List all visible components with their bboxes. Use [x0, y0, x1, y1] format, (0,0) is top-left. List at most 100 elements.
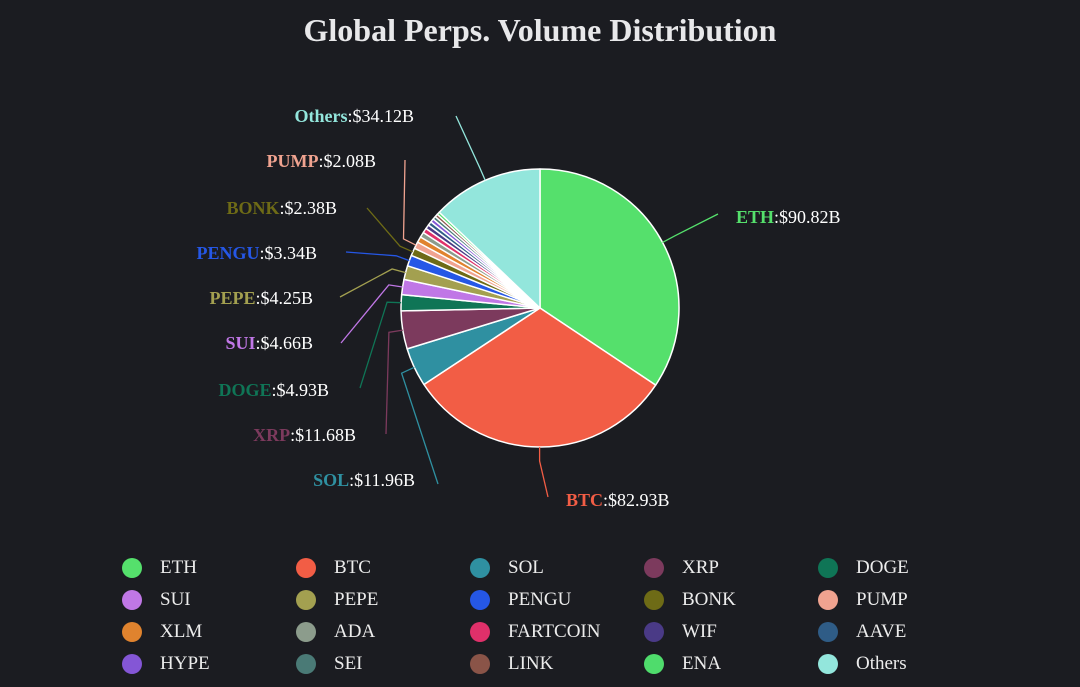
callout-line-pepe: [339, 268, 406, 298]
legend-label: SEI: [334, 653, 363, 674]
legend-item-fartcoin[interactable]: FARTCOIN: [470, 621, 644, 643]
legend-item-bonk[interactable]: BONK: [644, 589, 818, 611]
legend-swatch: [470, 590, 490, 610]
callout-label-pengu: PENGU:$3.34B: [196, 243, 317, 263]
legend-item-link[interactable]: LINK: [470, 653, 644, 675]
legend-label: ADA: [334, 621, 376, 642]
legend-label: AAVE: [856, 621, 907, 642]
callout-value: :$4.93B: [271, 380, 329, 400]
legend-item-xrp[interactable]: XRP: [644, 557, 818, 579]
legend-item-btc[interactable]: BTC: [296, 557, 470, 579]
callout-value: :$4.25B: [255, 288, 313, 308]
legend-label: SUI: [160, 589, 191, 610]
legend-swatch: [470, 558, 490, 578]
legend-item-ena[interactable]: ENA: [644, 653, 818, 675]
legend-label: DOGE: [856, 557, 909, 578]
callout-name: SUI: [225, 333, 255, 353]
legend-swatch: [644, 654, 664, 674]
callout-value: :$11.68B: [290, 425, 356, 445]
callout-label-xrp: XRP:$11.68B: [253, 425, 356, 445]
callout-name: DOGE: [218, 380, 271, 400]
callout-label-pump: PUMP:$2.08B: [267, 151, 377, 171]
legend-label: LINK: [508, 653, 554, 674]
legend-item-wif[interactable]: WIF: [644, 621, 818, 643]
callout-line-doge: [359, 301, 402, 389]
callout-line-xrp: [385, 329, 403, 435]
callout-label-eth: ETH:$90.82B: [736, 207, 841, 227]
callout-line-pengu: [345, 251, 410, 262]
legend-label: XRP: [682, 557, 719, 578]
legend-label: WIF: [682, 621, 717, 642]
legend-item-pepe[interactable]: PEPE: [296, 589, 470, 611]
legend-swatch: [122, 654, 142, 674]
legend-item-sui[interactable]: SUI: [122, 589, 296, 611]
legend-label: SOL: [508, 557, 544, 578]
callout-name: XRP: [253, 425, 290, 445]
legend-swatch: [644, 622, 664, 642]
legend-item-hype[interactable]: HYPE: [122, 653, 296, 675]
legend-label: HYPE: [160, 653, 210, 674]
callout-value: :$34.12B: [347, 106, 414, 126]
legend-swatch: [470, 622, 490, 642]
legend-swatch: [122, 590, 142, 610]
legend-swatch: [122, 558, 142, 578]
callout-value: :$82.93B: [603, 490, 670, 510]
callout-label-doge: DOGE:$4.93B: [218, 380, 329, 400]
legend-label: Others: [856, 653, 907, 674]
legend-item-others[interactable]: Others: [818, 653, 992, 675]
callout-value: :$90.82B: [774, 207, 841, 227]
legend-label: PUMP: [856, 589, 908, 610]
callout-label-sui: SUI:$4.66B: [225, 333, 313, 353]
legend-label: BTC: [334, 557, 371, 578]
chart-legend: ETH BTC SOL XRP DOGE SUI PEPE PENGU BONK PUMP XLM A…: [122, 557, 1002, 675]
legend-item-eth[interactable]: ETH: [122, 557, 296, 579]
legend-item-pump[interactable]: PUMP: [818, 589, 992, 611]
legend-item-xlm[interactable]: XLM: [122, 621, 296, 643]
callout-label-btc: BTC:$82.93B: [566, 490, 670, 510]
legend-label: BONK: [682, 589, 736, 610]
callout-value: :$4.66B: [255, 333, 313, 353]
callout-line-sol: [400, 366, 439, 485]
callout-name: SOL: [313, 470, 349, 490]
legend-item-aave[interactable]: AAVE: [818, 621, 992, 643]
callout-name: PUMP: [267, 151, 319, 171]
callout-line-eth: [662, 213, 719, 243]
legend-item-sol[interactable]: SOL: [470, 557, 644, 579]
legend-label: PENGU: [508, 589, 572, 610]
legend-swatch: [296, 654, 316, 674]
callout-label-others: Others:$34.12B: [294, 106, 414, 126]
legend-label: PEPE: [334, 589, 379, 610]
legend-item-ada[interactable]: ADA: [296, 621, 470, 643]
legend-swatch: [296, 558, 316, 578]
callout-name: BTC: [566, 490, 603, 510]
legend-swatch: [818, 622, 838, 642]
legend-swatch: [644, 590, 664, 610]
legend-swatch: [818, 558, 838, 578]
legend-label: ETH: [160, 557, 197, 578]
legend-item-pengu[interactable]: PENGU: [470, 589, 644, 611]
callout-line-pump: [402, 159, 417, 246]
legend-item-doge[interactable]: DOGE: [818, 557, 992, 579]
callout-name: ETH: [736, 207, 774, 227]
callout-name: PEPE: [209, 288, 255, 308]
legend-label: FARTCOIN: [508, 621, 601, 642]
callout-value: :$11.96B: [349, 470, 415, 490]
callout-line-btc: [538, 447, 549, 498]
legend-swatch: [818, 654, 838, 674]
callout-label-sol: SOL:$11.96B: [313, 470, 415, 490]
legend-swatch: [122, 622, 142, 642]
callout-value: :$2.38B: [279, 198, 337, 218]
legend-label: XLM: [160, 621, 203, 642]
callout-line-bonk: [366, 207, 414, 253]
chart-title: Global Perps. Volume Distribution: [303, 12, 777, 48]
callout-name: BONK: [226, 198, 279, 218]
legend-item-sei[interactable]: SEI: [296, 653, 470, 675]
callout-name: Others: [294, 106, 347, 126]
callout-label-bonk: BONK:$2.38B: [226, 198, 337, 218]
callout-name: PENGU: [196, 243, 259, 263]
callout-line-others: [455, 115, 486, 181]
callout-value: :$2.08B: [318, 151, 376, 171]
legend-swatch: [644, 558, 664, 578]
